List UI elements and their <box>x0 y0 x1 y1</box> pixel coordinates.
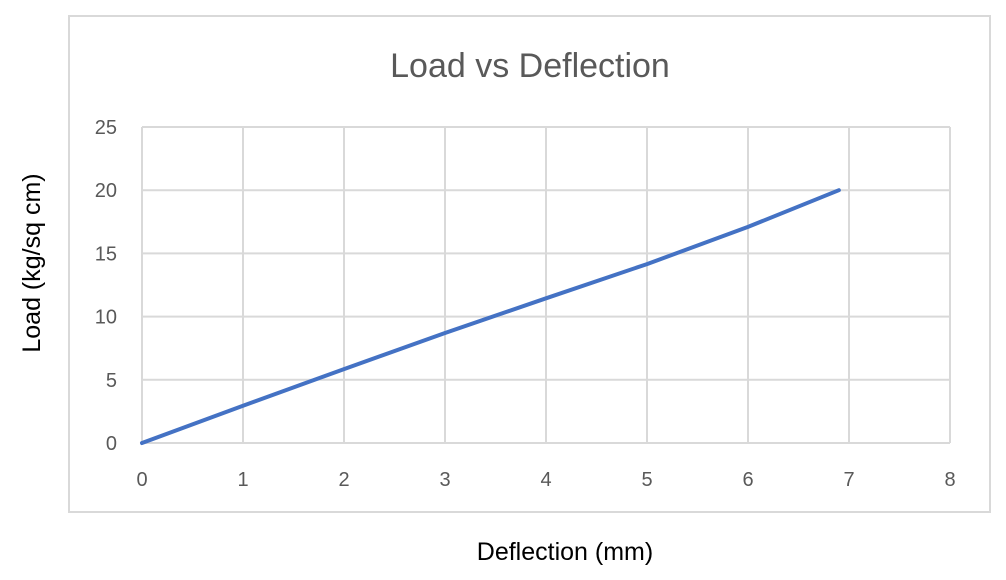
y-tick-label: 0 <box>106 433 117 455</box>
x-tick-label: 7 <box>843 469 854 491</box>
x-tick-label: 4 <box>540 469 551 491</box>
y-tick-label: 25 <box>95 117 117 139</box>
x-tick-label: 5 <box>641 469 652 491</box>
y-tick-label: 20 <box>95 180 117 202</box>
y-tick-label: 5 <box>106 370 117 392</box>
grid-lines <box>141 126 951 444</box>
x-axis-tick-labels: 0 1 2 3 4 5 6 7 8 <box>136 469 955 491</box>
chart-frame <box>68 15 991 513</box>
chart-title: Load vs Deflection <box>390 47 670 85</box>
y-axis-tick-labels: 0 5 10 15 20 25 <box>95 117 117 455</box>
x-tick-label: 2 <box>338 469 349 491</box>
x-tick-label: 8 <box>944 469 955 491</box>
x-tick-label: 3 <box>439 469 450 491</box>
series-line <box>140 188 841 445</box>
x-axis-label: Deflection (mm) <box>477 538 653 566</box>
x-tick-label: 6 <box>742 469 753 491</box>
y-tick-label: 15 <box>95 243 117 265</box>
series-layer <box>140 188 841 445</box>
y-axis-label: Load (kg/sq cm) <box>18 173 46 352</box>
x-tick-label: 1 <box>237 469 248 491</box>
y-tick-label: 10 <box>95 307 117 329</box>
x-tick-label: 0 <box>136 469 147 491</box>
